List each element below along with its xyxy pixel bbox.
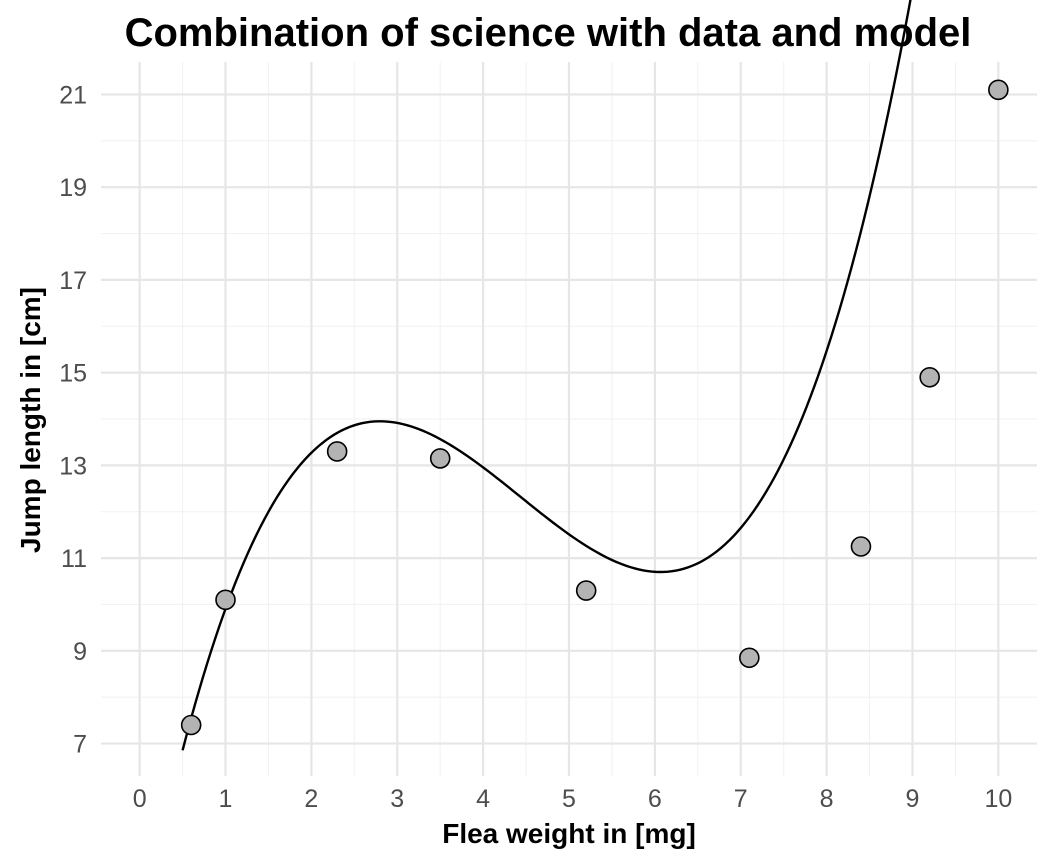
- data-point: [739, 647, 760, 669]
- x-tick-label: 5: [562, 785, 576, 813]
- y-tick-label: 13: [59, 452, 87, 480]
- model-curve: [181, 0, 912, 751]
- y-tick-label: 17: [59, 267, 87, 295]
- x-tick-label: 2: [304, 785, 318, 813]
- data-point: [988, 79, 1009, 101]
- data-point: [326, 441, 348, 462]
- x-tick-label: 6: [648, 785, 662, 813]
- x-tick-label: 7: [734, 785, 748, 813]
- y-tick-label: 21: [59, 81, 87, 109]
- y-tick-label: 19: [59, 174, 87, 202]
- data-point: [575, 580, 597, 601]
- y-tick-label: 15: [59, 360, 87, 388]
- data-points-layer: [180, 79, 1009, 736]
- x-axis-title: Flea weight in [mg]: [442, 818, 696, 849]
- data-point: [919, 366, 940, 388]
- x-tick-label: 1: [219, 785, 233, 813]
- model-curve-layer: [181, 0, 912, 751]
- y-tick-label: 7: [73, 731, 87, 759]
- data-point: [215, 589, 236, 611]
- x-tick-label: 3: [390, 785, 404, 813]
- x-tick-label: 8: [820, 785, 834, 813]
- data-point: [180, 714, 202, 736]
- y-tick-label: 9: [73, 638, 87, 666]
- major-gridlines: [101, 62, 1037, 776]
- x-tick-label: 9: [906, 785, 920, 813]
- x-tick-label: 4: [476, 785, 490, 813]
- y-tick-label: 11: [61, 545, 87, 573]
- data-point: [429, 448, 451, 469]
- x-tick-labels: 0 1 2 3 4 5 6 7 8 9 10: [133, 785, 1013, 813]
- chart-title: Combination of science with data and mod…: [125, 11, 972, 55]
- x-tick-label: 0: [133, 785, 147, 813]
- x-tick-label: 10: [984, 785, 1012, 813]
- y-tick-labels: 7 9 11 13 15 17 19 21: [59, 81, 87, 758]
- y-axis-title: Jump length in [cm]: [15, 287, 46, 553]
- data-point: [850, 536, 872, 557]
